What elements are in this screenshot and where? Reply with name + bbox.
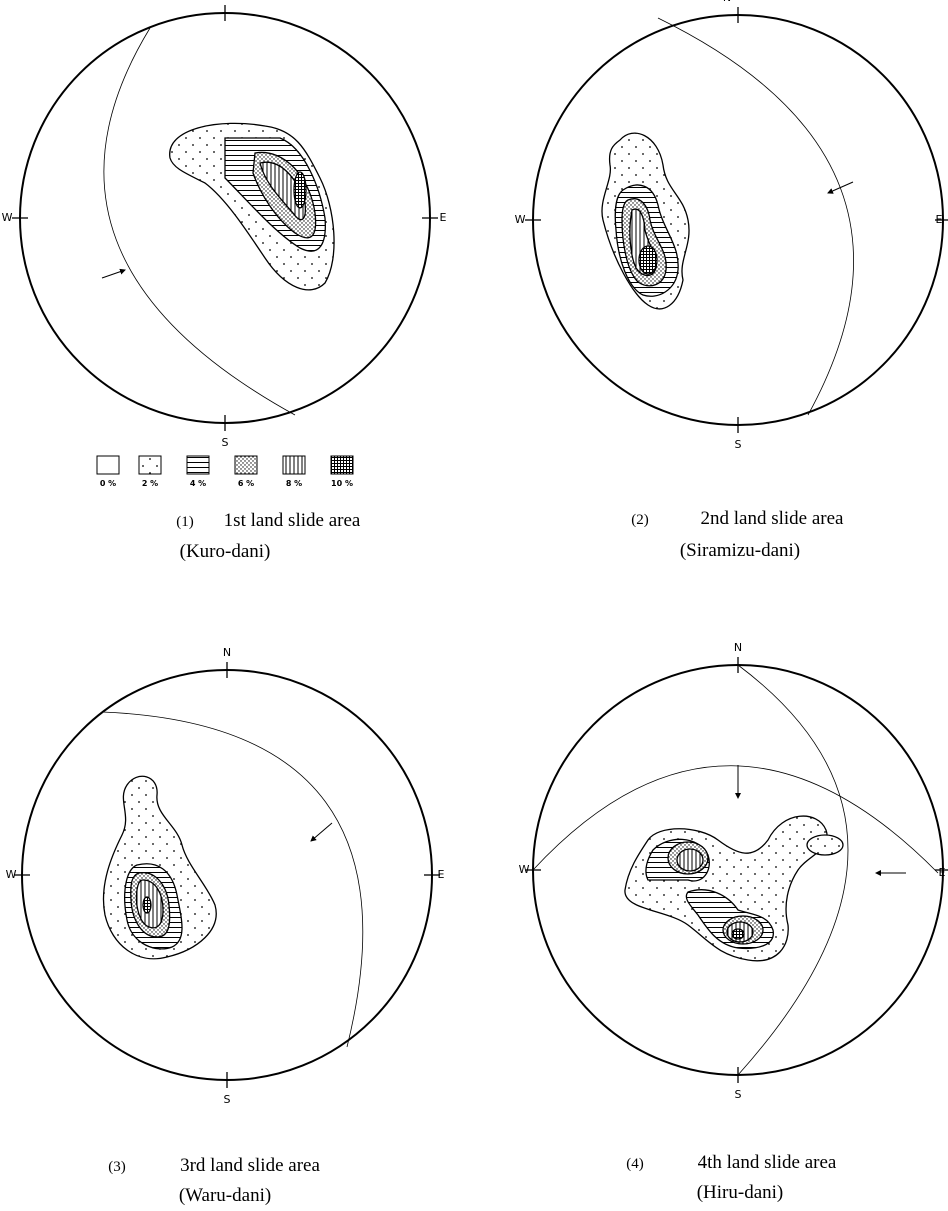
great-circle <box>657 17 854 416</box>
east-label: E <box>936 213 943 226</box>
north-label: N <box>223 646 231 659</box>
caption-title: 4th land slide area <box>698 1152 837 1173</box>
legend-swatch <box>282 455 306 475</box>
caption-number: (1) <box>176 514 194 530</box>
west-label: W <box>2 211 13 224</box>
east-label: E <box>438 868 445 881</box>
caption-number: (2) <box>631 512 649 528</box>
stereonet-1: N S W E <box>2 0 447 449</box>
west-label: W <box>519 863 530 876</box>
stereonet-4: N S W E <box>519 641 948 1101</box>
legend-swatch <box>234 455 258 475</box>
south-label: S <box>735 1088 742 1101</box>
legend-label: 10 % <box>331 479 353 488</box>
great-circle <box>532 765 939 874</box>
caption-title: 2nd land slide area <box>701 508 845 529</box>
contour-10 <box>293 171 307 209</box>
legend-swatch <box>330 455 354 475</box>
caption-subtitle: (Waru-dani) <box>179 1185 271 1206</box>
great-circle <box>737 664 849 1076</box>
north-label: N <box>734 641 742 654</box>
east-label: E <box>939 866 946 879</box>
legend: 0 % 2 % 4 % 6 % 8 % 10 % <box>96 455 354 488</box>
east-label: E <box>440 211 447 224</box>
caption-subtitle: (Siramizu-dani) <box>680 540 800 561</box>
arrow <box>827 181 854 194</box>
caption-subtitle: (Kuro-dani) <box>180 541 271 562</box>
arrow <box>101 268 126 279</box>
stereonet-3: N S W E <box>6 646 445 1106</box>
net-circle <box>532 14 944 426</box>
caption-title: 3rd land slide area <box>180 1155 320 1176</box>
stereonet-2: N S W E <box>515 0 948 451</box>
net-circle <box>19 12 431 424</box>
caption-number: (4) <box>626 1156 644 1172</box>
north-label: N <box>221 0 229 2</box>
north-label: N <box>723 0 731 4</box>
south-label: S <box>735 438 742 451</box>
contour-8 <box>676 848 704 872</box>
great-circle <box>101 711 364 1048</box>
caption-title: 1st land slide area <box>224 510 361 531</box>
caption-subtitle: (Hiru-dani) <box>697 1182 784 1203</box>
arrow <box>310 822 333 842</box>
west-label: W <box>6 868 17 881</box>
great-circle <box>103 27 296 416</box>
legend-swatch <box>186 455 210 475</box>
south-label: S <box>224 1093 231 1106</box>
contour-2 <box>806 834 844 856</box>
contour-10 <box>638 245 658 275</box>
south-label: S <box>222 436 229 449</box>
legend-label: 2 % <box>142 479 158 488</box>
legend-swatch <box>138 455 162 475</box>
net-circle <box>21 669 433 1081</box>
contour-10 <box>731 928 745 940</box>
legend-label: 6 % <box>238 479 254 488</box>
contour-8 <box>259 161 306 221</box>
caption-number: (3) <box>108 1159 126 1175</box>
legend-label: 8 % <box>286 479 302 488</box>
legend-label: 0 % <box>100 479 116 488</box>
legend-swatch <box>96 455 120 475</box>
west-label: W <box>515 213 526 226</box>
legend-label: 4 % <box>190 479 206 488</box>
contour-10 <box>142 896 152 914</box>
